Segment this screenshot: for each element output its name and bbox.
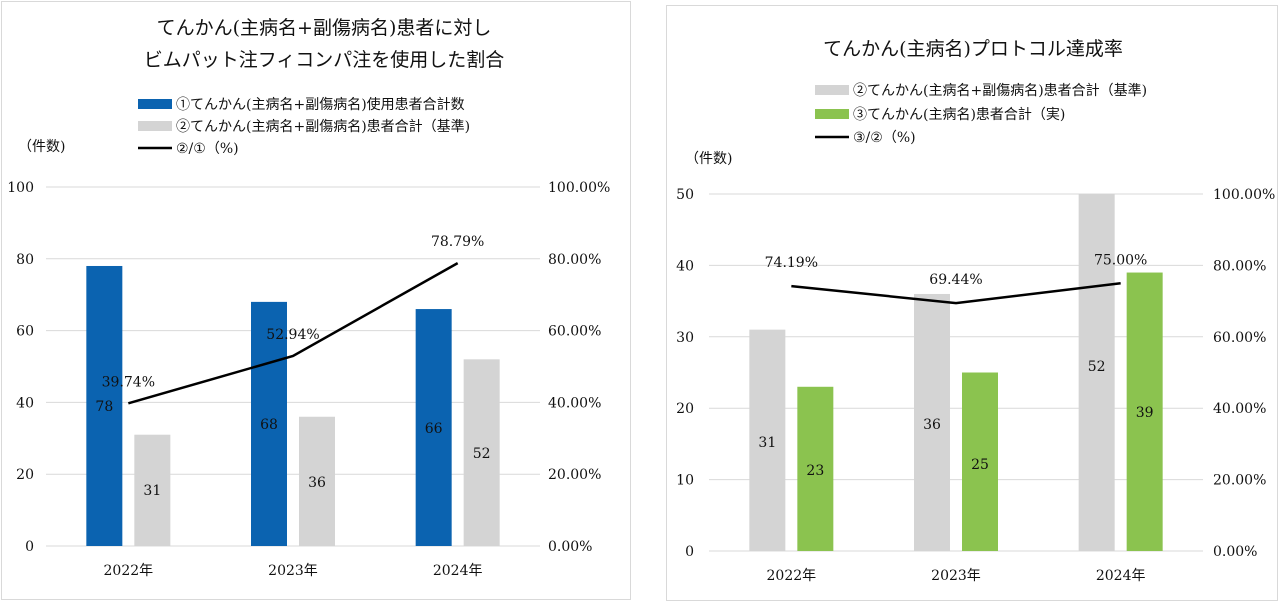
x-category-label: 2023年 [931, 568, 981, 584]
bar [1126, 272, 1163, 551]
chart-panel-right: てんかん(主病名)プロトコル達成率 ②てんかん(主病名+副傷病名)患者合計（基準)… [666, 5, 1278, 601]
y-tick-label: 30 [676, 330, 694, 346]
bar [962, 372, 998, 551]
x-category-label: 2022年 [104, 563, 154, 579]
bar [251, 301, 287, 546]
y2-tick-label: 100.00% [1213, 187, 1275, 203]
legend-label: ③てんかん(主病名)患者合計（実) [853, 107, 1065, 123]
bar [86, 265, 123, 546]
bar-data-label: 36 [923, 417, 941, 433]
legend-label: ③/②（%) [853, 130, 916, 146]
y-tick-label: 20 [16, 467, 34, 483]
chart-title-line: ビムパット注フィコンパ注を使用した割合 [144, 49, 505, 71]
legend-label: ②てんかん(主病名+副傷病名)患者合計（基準) [853, 82, 1147, 99]
chart-title-line: てんかん(主病名+副傷病名)患者に対し [157, 17, 492, 39]
legend-swatch [815, 109, 849, 119]
y2-tick-label: 40.00% [548, 395, 601, 411]
line-data-label: 74.19% [765, 255, 818, 271]
ratio-line [127, 262, 459, 405]
chart-svg-right: てんかん(主病名)プロトコル達成率 ②てんかん(主病名+副傷病名)患者合計（基準)… [676, 38, 1275, 584]
legend-swatch [138, 99, 172, 109]
y2-tick-label: 0.00% [1213, 544, 1257, 560]
bar [1078, 194, 1115, 551]
bar-data-label: 68 [260, 417, 278, 433]
bar-data-label: 25 [971, 457, 989, 473]
bar [914, 293, 950, 551]
bar [749, 329, 786, 551]
y-tick-label: 0 [685, 544, 694, 560]
bar [415, 309, 452, 546]
legend-label: ②/①（%) [176, 141, 239, 157]
y-tick-label: 50 [676, 187, 694, 203]
bar-data-label: 52 [473, 446, 491, 462]
y-tick-label: 100 [7, 180, 34, 196]
line-data-label: 69.44% [929, 272, 982, 288]
bar-data-label: 66 [425, 421, 443, 437]
y-tick-label: 20 [676, 401, 694, 417]
y2-tick-label: 60.00% [1213, 330, 1266, 346]
bar [299, 416, 335, 546]
y-tick-label: 60 [16, 324, 34, 340]
y2-tick-label: 20.00% [1213, 473, 1266, 489]
y-tick-label: 40 [16, 395, 34, 411]
bar-data-label: 31 [758, 435, 776, 451]
chart-title-line: てんかん(主病名)プロトコル達成率 [823, 38, 1123, 60]
x-category-label: 2022年 [767, 568, 817, 584]
legend-label: ①てんかん(主病名+副傷病名)使用患者合計数 [176, 96, 465, 113]
y2-tick-label: 60.00% [548, 324, 601, 340]
y2-tick-label: 0.00% [548, 539, 592, 555]
line-data-label: 52.94% [266, 327, 319, 343]
y-axis-unit-label: （件数) [18, 139, 65, 155]
y2-tick-label: 40.00% [1213, 401, 1266, 417]
y2-tick-label: 80.00% [548, 252, 601, 268]
bar-data-label: 52 [1088, 359, 1106, 375]
y-tick-label: 0 [25, 539, 34, 555]
legend-swatch [815, 85, 849, 95]
bar-data-label: 78 [95, 399, 113, 415]
legend-swatch [138, 121, 172, 131]
x-category-label: 2024年 [433, 563, 483, 579]
line-data-label: 75.00% [1094, 252, 1147, 268]
bar-data-label: 23 [806, 463, 824, 479]
y-tick-label: 80 [16, 252, 34, 268]
bar-data-label: 39 [1136, 405, 1154, 421]
x-category-label: 2024年 [1096, 568, 1146, 584]
bar [463, 359, 500, 546]
line-data-label: 78.79% [431, 234, 484, 250]
y-tick-label: 10 [676, 473, 694, 489]
y2-tick-label: 80.00% [1213, 258, 1266, 274]
legend-label: ②てんかん(主病名+副傷病名)患者合計（基準) [176, 118, 470, 135]
x-category-label: 2023年 [268, 563, 318, 579]
line-data-label: 39.74% [102, 374, 155, 390]
bar-data-label: 36 [308, 475, 326, 491]
bar [134, 434, 171, 546]
y2-tick-label: 20.00% [548, 467, 601, 483]
y2-tick-label: 100.00% [548, 180, 610, 196]
y-axis-unit-label: （件数) [685, 151, 732, 167]
bar-data-label: 31 [143, 483, 161, 499]
chart-panel-left: てんかん(主病名+副傷病名)患者に対し ビムパット注フィコンパ注を使用した割合 ①て… [1, 1, 631, 600]
y-tick-label: 40 [676, 258, 694, 274]
bar [797, 386, 834, 551]
ratio-line [791, 282, 1121, 305]
